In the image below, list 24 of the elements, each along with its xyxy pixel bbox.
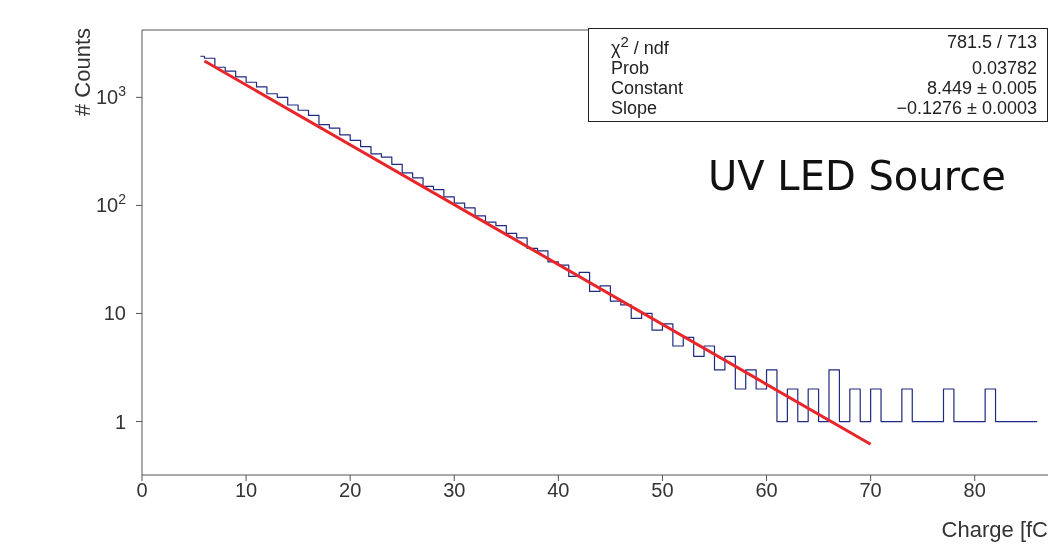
- annotation: −0.1276 ± 0.0003: [896, 98, 1037, 118]
- x-tick-label: 40: [547, 479, 570, 502]
- annotation: Constant: [611, 78, 684, 98]
- annotation: χ$^{2}$ / ndf: [611, 32, 669, 58]
- annotation: UV LED Source: [708, 153, 1006, 199]
- annotation: Prob: [611, 58, 650, 78]
- y-tick-label: 10$^{2}$: [95, 191, 127, 217]
- x-axis-title: Charge [fC: [941, 517, 1048, 542]
- y-axis-title: # Counts: [70, 28, 95, 117]
- y-tick-label: 1: [114, 410, 126, 433]
- annotation: 0.03782: [971, 58, 1037, 78]
- annotation: Slope: [611, 98, 658, 118]
- annotation: 781.5 / 713: [946, 32, 1037, 54]
- annotation: 8.449 ± 0.005: [927, 78, 1037, 98]
- x-tick-label: 0: [136, 479, 148, 502]
- y-tick-label: 10: [103, 302, 126, 325]
- x-tick-label: 70: [859, 479, 882, 502]
- x-tick-label: 10: [234, 479, 258, 502]
- x-tick-label: 30: [443, 479, 466, 502]
- x-tick-label: 50: [651, 479, 674, 502]
- y-tick-label: 10$^{3}$: [95, 83, 127, 109]
- x-tick-label: 80: [963, 479, 986, 502]
- x-tick-label: 20: [339, 479, 362, 502]
- x-tick-label: 60: [755, 479, 778, 502]
